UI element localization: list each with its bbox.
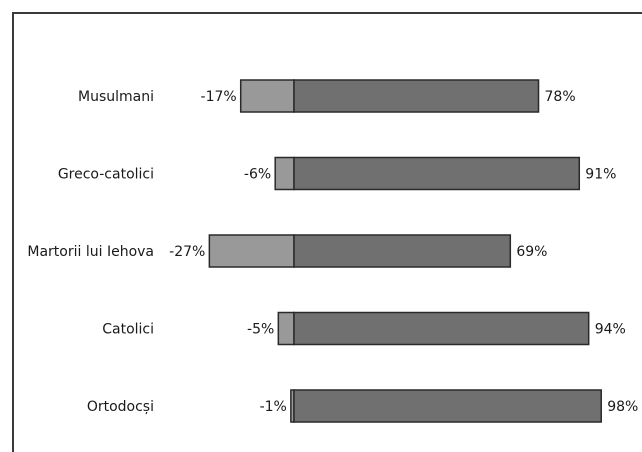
negative-value-label: -17% (201, 89, 237, 105)
positive-bar (293, 79, 540, 113)
negative-bar (277, 311, 295, 346)
positive-value-label: 91% (585, 167, 616, 183)
negative-bar (208, 234, 295, 268)
labels-group: Musulmani -17% 78% Greco-catolici -6% 91% Mart… (27, 89, 638, 415)
category-label: Martorii lui Iehova (27, 244, 154, 260)
negative-value-label: -6% (244, 167, 271, 183)
negative-bar (274, 156, 295, 191)
negative-value-label: -27% (169, 244, 205, 260)
negative-value-label: -5% (247, 322, 274, 338)
category-label: Catolici (102, 322, 154, 338)
positive-bar (293, 156, 581, 191)
category-label: Greco-catolici (58, 167, 154, 183)
positive-bar (293, 389, 602, 423)
category-label: Ortodocși (87, 399, 154, 415)
positive-bar (293, 234, 512, 268)
positive-bar (293, 311, 590, 346)
positive-value-label: 98% (607, 399, 638, 415)
negative-value-label: -1% (260, 399, 287, 415)
bars-group (208, 79, 602, 423)
negative-bar (239, 79, 295, 113)
chart-frame (12, 12, 642, 452)
category-label: Musulmani (78, 89, 154, 105)
positive-value-label: 78% (545, 89, 576, 105)
positive-value-label: 94% (595, 322, 626, 338)
positive-value-label: 69% (516, 244, 547, 260)
